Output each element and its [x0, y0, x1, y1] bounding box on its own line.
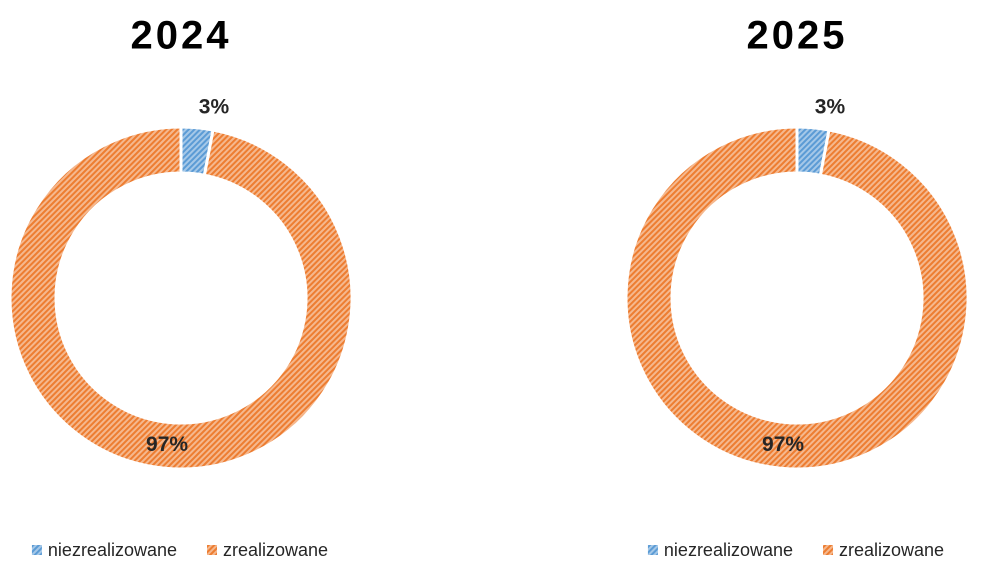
legend-label: zrealizowane: [839, 540, 944, 560]
chart-title: 2025: [747, 14, 848, 58]
legend-label: niezrealizowane: [664, 540, 793, 560]
data-label: 97%: [762, 433, 804, 456]
legend-swatch: [647, 545, 658, 555]
legend-label: niezrealizowane: [48, 540, 177, 560]
legend: niezrealizowane zrealizowane: [31, 540, 328, 560]
donut-slice: [8, 125, 354, 471]
data-label: 97%: [146, 433, 188, 456]
legend-label: zrealizowane: [223, 540, 328, 560]
legend-swatch: [823, 545, 834, 555]
data-label: 3%: [199, 95, 230, 118]
legend-swatch: [207, 545, 218, 555]
legend-swatch: [31, 545, 42, 555]
chart-title: 2024: [131, 14, 232, 58]
legend: niezrealizowane zrealizowane: [647, 540, 944, 560]
data-label: 3%: [815, 95, 846, 118]
donut-slice: [624, 125, 970, 471]
